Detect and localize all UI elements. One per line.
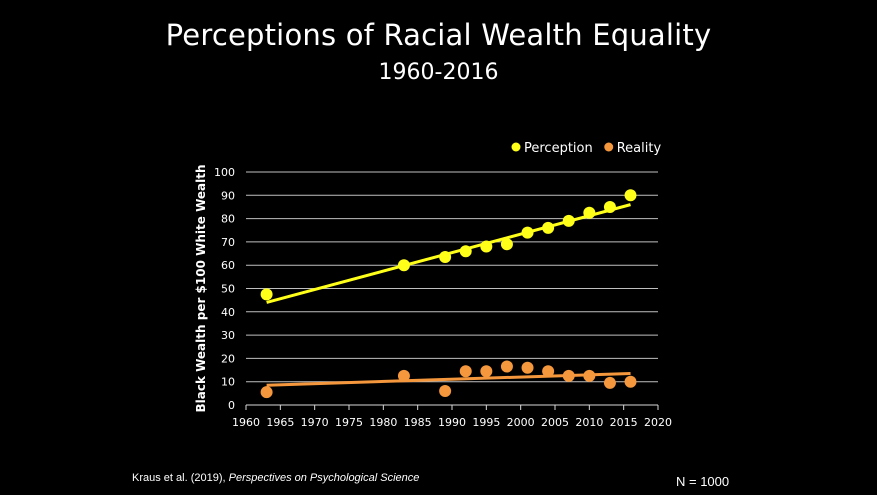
reality-point — [459, 365, 472, 378]
x-tick-label: 1990 — [438, 416, 466, 429]
perception-point — [459, 245, 472, 258]
x-tick-label: 2015 — [610, 416, 638, 429]
y-tick-label: 50 — [221, 283, 235, 296]
perception-point — [439, 251, 452, 264]
reality-point — [439, 385, 452, 398]
reality-point — [542, 365, 555, 378]
y-tick-label: 80 — [221, 213, 235, 226]
y-tick-label: 20 — [221, 352, 235, 365]
x-tick-label: 1980 — [369, 416, 397, 429]
reality-point — [603, 376, 616, 389]
perception-point — [542, 221, 555, 234]
y-tick-label: 30 — [221, 329, 235, 342]
reality-trendline — [266, 372, 631, 387]
perception-point — [260, 288, 273, 301]
reality-point — [397, 369, 410, 382]
y-tick-label: 100 — [214, 166, 235, 179]
legend-label-reality: Reality — [617, 141, 662, 156]
y-tick-label: 40 — [221, 306, 235, 319]
legend-marker-reality — [604, 142, 614, 152]
perception-point — [583, 206, 596, 219]
citation: Kraus et al. (2019), Perspectives on Psy… — [132, 472, 419, 484]
y-tick-label: 0 — [228, 399, 235, 412]
chart-subtitle: 1960-2016 — [378, 60, 499, 85]
legend-marker-perception — [511, 142, 521, 152]
x-tick-label: 1995 — [472, 416, 500, 429]
y-tick-label: 90 — [221, 189, 235, 202]
perception-point — [500, 238, 513, 251]
reality-point — [562, 369, 575, 382]
perception-point — [603, 200, 616, 213]
y-tick-label: 10 — [221, 376, 235, 389]
perception-point — [521, 226, 534, 239]
x-tick-label: 2010 — [575, 416, 603, 429]
x-tick-label: 1965 — [266, 416, 294, 429]
chart-title: Perceptions of Racial Wealth Equality — [165, 18, 712, 52]
reality-point — [521, 361, 534, 374]
perception-point — [480, 240, 493, 253]
legend-label-perception: Perception — [524, 141, 593, 156]
reality-point — [260, 386, 273, 399]
citation-journal: Perspectives on Psychological Science — [228, 472, 420, 484]
y-axis-label: Black Wealth per $100 White Wealth — [194, 164, 208, 412]
reality-point — [624, 375, 637, 388]
x-tick-label: 2000 — [507, 416, 535, 429]
y-tick-label: 60 — [221, 259, 235, 272]
perception-point — [397, 259, 410, 272]
citation-authors: Kraus et al. (2019), — [132, 472, 229, 484]
x-tick-label: 1960 — [232, 416, 260, 429]
reality-point — [480, 365, 493, 378]
perception-point — [624, 189, 637, 202]
x-tick-label: 1975 — [335, 416, 363, 429]
sample-size: N = 1000 — [676, 474, 730, 489]
x-tick-label: 1970 — [301, 416, 329, 429]
reality-point — [583, 369, 596, 382]
x-tick-label: 2005 — [541, 416, 569, 429]
y-tick-label: 70 — [221, 236, 235, 249]
perception-point — [562, 214, 575, 227]
x-tick-label: 1985 — [404, 416, 432, 429]
reality-point — [500, 360, 513, 373]
x-tick-label: 2020 — [644, 416, 672, 429]
